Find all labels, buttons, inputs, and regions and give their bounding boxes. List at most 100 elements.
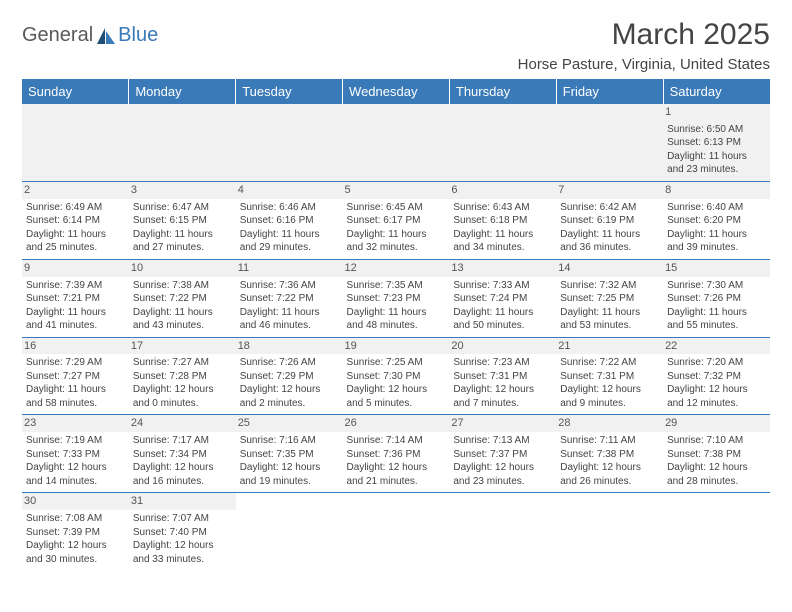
- calendar-day-cell: 17Sunrise: 7:27 AMSunset: 7:28 PMDayligh…: [129, 337, 236, 415]
- calendar-day-cell: 30 Sunrise: 7:08 AMSunset: 7:39 PMDayligh…: [22, 493, 129, 570]
- day-details: Sunrise: 7:32 AMSunset: 7:25 PMDaylight:…: [560, 279, 659, 333]
- calendar-week-row: 16Sunrise: 7:29 AMSunset: 7:27 PMDayligh…: [22, 337, 770, 415]
- calendar-day-cell: [556, 493, 663, 570]
- day-details: Sunrise: 7:08 AMSunset: 7:39 PMDaylight:…: [26, 512, 125, 566]
- calendar-day-cell: [236, 104, 343, 181]
- calendar-day-cell: 27 Sunrise: 7:13 AMSunset: 7:37 PMDayligh…: [449, 415, 556, 493]
- day-details: Sunrise: 7:27 AMSunset: 7:28 PMDaylight:…: [133, 356, 232, 410]
- logo-text-blue: Blue: [118, 24, 158, 47]
- calendar-day-cell: [449, 104, 556, 181]
- day-details: Sunrise: 6:43 AMSunset: 6:18 PMDaylight:…: [453, 201, 552, 255]
- calendar-day-cell: [22, 104, 129, 181]
- header: General Blue March 2025 Horse Pasture, V…: [22, 18, 770, 73]
- calendar-day-cell: 20Sunrise: 7:23 AMSunset: 7:31 PMDayligh…: [449, 337, 556, 415]
- calendar-header-row: SundayMondayTuesdayWednesdayThursdayFrid…: [22, 79, 770, 104]
- calendar-day-cell: 21Sunrise: 7:22 AMSunset: 7:31 PMDayligh…: [556, 337, 663, 415]
- day-details: Sunrise: 7:23 AMSunset: 7:31 PMDaylight:…: [453, 356, 552, 410]
- calendar-day-cell: 13Sunrise: 7:33 AMSunset: 7:24 PMDayligh…: [449, 259, 556, 337]
- day-details: Sunrise: 7:30 AMSunset: 7:26 PMDaylight:…: [667, 279, 766, 333]
- day-details: Sunrise: 7:39 AMSunset: 7:21 PMDaylight:…: [26, 279, 125, 333]
- day-header: Saturday: [663, 79, 770, 104]
- calendar-day-cell: 1Sunrise: 6:50 AMSunset: 6:13 PMDaylight…: [663, 104, 770, 181]
- day-header: Sunday: [22, 79, 129, 104]
- calendar-week-row: 30 Sunrise: 7:08 AMSunset: 7:39 PMDayligh…: [22, 493, 770, 570]
- day-details: Sunrise: 6:40 AMSunset: 6:20 PMDaylight:…: [667, 201, 766, 255]
- day-number: 19: [343, 338, 450, 355]
- day-details: Sunrise: 7:17 AMSunset: 7:34 PMDaylight:…: [133, 434, 232, 488]
- day-number: 10: [129, 260, 236, 277]
- day-number: 26: [343, 415, 450, 432]
- calendar-day-cell: 6Sunrise: 6:43 AMSunset: 6:18 PMDaylight…: [449, 181, 556, 259]
- day-number: 11: [236, 260, 343, 277]
- calendar-day-cell: 12 Sunrise: 7:35 AMSunset: 7:23 PMDayligh…: [343, 259, 450, 337]
- day-number: 8: [663, 182, 770, 199]
- day-number: 12: [343, 260, 450, 277]
- day-number: 7: [556, 182, 663, 199]
- day-details: Sunrise: 7:22 AMSunset: 7:31 PMDaylight:…: [560, 356, 659, 410]
- day-details: Sunrise: 7:16 AMSunset: 7:35 PMDaylight:…: [240, 434, 339, 488]
- calendar-day-cell: 18Sunrise: 7:26 AMSunset: 7:29 PMDayligh…: [236, 337, 343, 415]
- calendar-day-cell: 31Sunrise: 7:07 AMSunset: 7:40 PMDayligh…: [129, 493, 236, 570]
- day-header: Thursday: [449, 79, 556, 104]
- calendar-day-cell: [343, 493, 450, 570]
- calendar-day-cell: 11 Sunrise: 7:36 AMSunset: 7:22 PMDayligh…: [236, 259, 343, 337]
- calendar-day-cell: 5Sunrise: 6:45 AMSunset: 6:17 PMDaylight…: [343, 181, 450, 259]
- title-block: March 2025 Horse Pasture, Virginia, Unit…: [518, 18, 770, 73]
- calendar-week-row: 9 Sunrise: 7:39 AMSunset: 7:21 PMDaylight…: [22, 259, 770, 337]
- day-header: Wednesday: [343, 79, 450, 104]
- logo: General Blue: [22, 24, 158, 47]
- day-number: 14: [556, 260, 663, 277]
- calendar-day-cell: 7 Sunrise: 6:42 AMSunset: 6:19 PMDaylight…: [556, 181, 663, 259]
- day-details: Sunrise: 7:36 AMSunset: 7:22 PMDaylight:…: [240, 279, 339, 333]
- day-number: 22: [663, 338, 770, 355]
- month-title: March 2025: [518, 18, 770, 52]
- day-details: Sunrise: 6:46 AMSunset: 6:16 PMDaylight:…: [240, 201, 339, 255]
- day-details: Sunrise: 7:35 AMSunset: 7:23 PMDaylight:…: [347, 279, 446, 333]
- day-details: Sunrise: 6:45 AMSunset: 6:17 PMDaylight:…: [347, 201, 446, 255]
- day-header: Tuesday: [236, 79, 343, 104]
- day-number: 30: [22, 493, 129, 510]
- day-number: 16: [22, 338, 129, 355]
- day-details: Sunrise: 6:47 AMSunset: 6:15 PMDaylight:…: [133, 201, 232, 255]
- day-number: 15: [663, 260, 770, 277]
- day-number: 2: [22, 182, 129, 199]
- calendar-day-cell: 22Sunrise: 7:20 AMSunset: 7:32 PMDayligh…: [663, 337, 770, 415]
- logo-sail-icon: [95, 26, 117, 46]
- day-details: Sunrise: 7:13 AMSunset: 7:37 PMDaylight:…: [453, 434, 552, 488]
- day-details: Sunrise: 6:49 AMSunset: 6:14 PMDaylight:…: [26, 201, 125, 255]
- day-details: Sunrise: 7:33 AMSunset: 7:24 PMDaylight:…: [453, 279, 552, 333]
- day-number: 31: [129, 493, 236, 510]
- calendar-day-cell: 26 Sunrise: 7:14 AMSunset: 7:36 PMDayligh…: [343, 415, 450, 493]
- logo-text-general: General: [22, 24, 93, 47]
- calendar-day-cell: [129, 104, 236, 181]
- day-details: Sunrise: 7:29 AMSunset: 7:27 PMDaylight:…: [26, 356, 125, 410]
- day-number: 17: [129, 338, 236, 355]
- day-details: Sunrise: 7:20 AMSunset: 7:32 PMDaylight:…: [667, 356, 766, 410]
- calendar-day-cell: 2 Sunrise: 6:49 AMSunset: 6:14 PMDaylight…: [22, 181, 129, 259]
- calendar-day-cell: 29Sunrise: 7:10 AMSunset: 7:38 PMDayligh…: [663, 415, 770, 493]
- calendar-day-cell: 4Sunrise: 6:46 AMSunset: 6:16 PMDaylight…: [236, 181, 343, 259]
- day-details: Sunrise: 6:42 AMSunset: 6:19 PMDaylight:…: [560, 201, 659, 255]
- calendar-day-cell: [449, 493, 556, 570]
- calendar-day-cell: 25Sunrise: 7:16 AMSunset: 7:35 PMDayligh…: [236, 415, 343, 493]
- day-number: 23: [22, 415, 129, 432]
- calendar-day-cell: [556, 104, 663, 181]
- calendar-day-cell: 19Sunrise: 7:25 AMSunset: 7:30 PMDayligh…: [343, 337, 450, 415]
- calendar-day-cell: 23Sunrise: 7:19 AMSunset: 7:33 PMDayligh…: [22, 415, 129, 493]
- day-details: Sunrise: 6:50 AMSunset: 6:13 PMDaylight:…: [667, 123, 766, 177]
- calendar-week-row: 2 Sunrise: 6:49 AMSunset: 6:14 PMDaylight…: [22, 181, 770, 259]
- day-details: Sunrise: 7:14 AMSunset: 7:36 PMDaylight:…: [347, 434, 446, 488]
- day-details: Sunrise: 7:25 AMSunset: 7:30 PMDaylight:…: [347, 356, 446, 410]
- calendar-day-cell: 14 Sunrise: 7:32 AMSunset: 7:25 PMDayligh…: [556, 259, 663, 337]
- calendar-day-cell: 28Sunrise: 7:11 AMSunset: 7:38 PMDayligh…: [556, 415, 663, 493]
- calendar-day-cell: 3Sunrise: 6:47 AMSunset: 6:15 PMDaylight…: [129, 181, 236, 259]
- day-number: 20: [449, 338, 556, 355]
- day-number: 27: [449, 415, 556, 432]
- day-number: 9: [22, 260, 129, 277]
- day-number: 29: [663, 415, 770, 432]
- day-details: Sunrise: 7:11 AMSunset: 7:38 PMDaylight:…: [560, 434, 659, 488]
- location-text: Horse Pasture, Virginia, United States: [518, 56, 770, 73]
- day-header: Friday: [556, 79, 663, 104]
- calendar-day-cell: 10 Sunrise: 7:38 AMSunset: 7:22 PMDayligh…: [129, 259, 236, 337]
- day-details: Sunrise: 7:38 AMSunset: 7:22 PMDaylight:…: [133, 279, 232, 333]
